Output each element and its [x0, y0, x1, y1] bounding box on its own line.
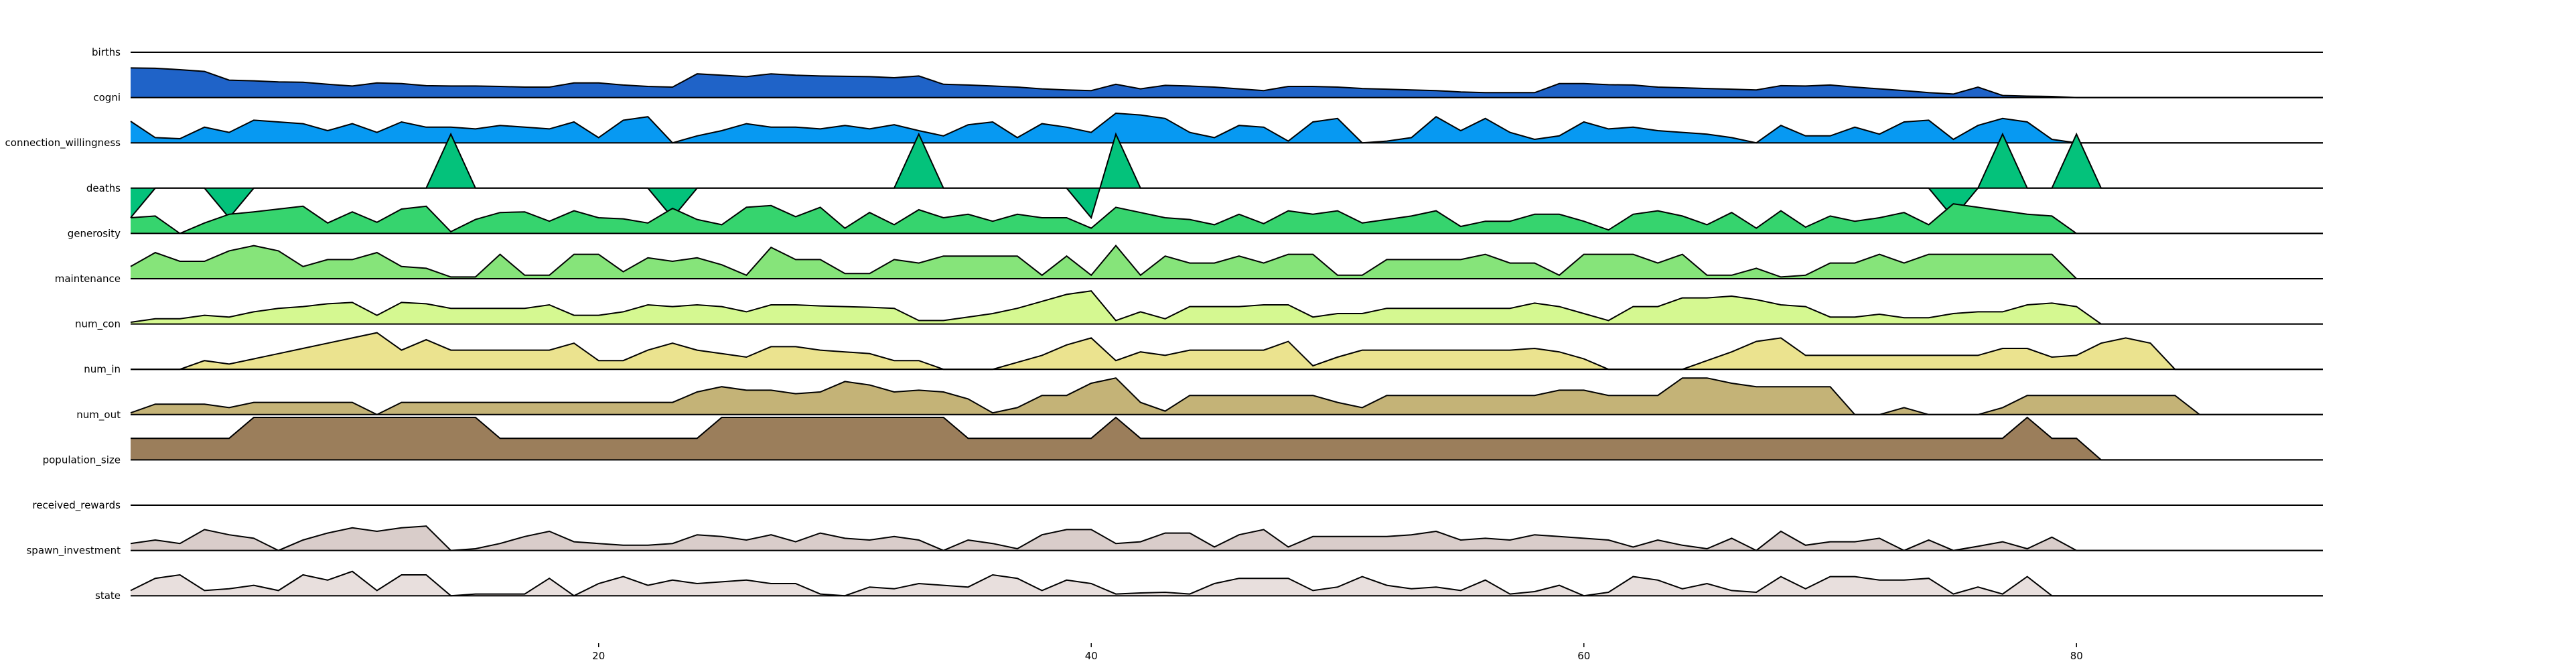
- ridge-line-deaths: [130, 203, 2323, 234]
- ridge-area-received_rewards: [131, 526, 2323, 551]
- ridge-line-generosity: [130, 245, 2323, 279]
- ridge-line-num_out: [131, 416, 2323, 461]
- x-tick-label: 40: [1085, 650, 1098, 662]
- ridge-area-maintenance: [131, 291, 2323, 324]
- ridge-line-births: [130, 67, 2323, 98]
- row-label: spawn_investment: [26, 545, 121, 557]
- ridge-line-spawn_investment: [130, 570, 2323, 597]
- x-axis: 20 40 60 80: [592, 643, 2083, 662]
- row-label: num_con: [75, 318, 121, 331]
- row-label: deaths: [86, 182, 121, 194]
- row-label: population_size: [43, 454, 121, 466]
- ridge-area-num_in: [131, 378, 2323, 415]
- ridge-line-num_con: [131, 332, 2323, 371]
- ridge-line-cogni: [130, 112, 2323, 144]
- ridge-area-num_con: [131, 332, 2323, 370]
- row-label: maintenance: [55, 273, 121, 285]
- ridge-area-deaths: [131, 204, 2323, 234]
- row-label: generosity: [68, 227, 121, 239]
- ridge-area-cogni: [131, 113, 2323, 143]
- row-label: state: [95, 590, 121, 602]
- x-tick-label: 80: [2070, 650, 2083, 662]
- row-label: births: [92, 46, 121, 58]
- row-label: num_out: [76, 409, 121, 421]
- x-tick-label: 20: [592, 650, 605, 662]
- row-label: connection_willingness: [5, 137, 121, 149]
- x-tick-label: 60: [1577, 650, 1590, 662]
- ridge-area-connection_willingness: [131, 134, 2323, 218]
- ridge-line-received_rewards: [130, 525, 2323, 551]
- row-label: cogni: [93, 92, 121, 104]
- row-label: num_in: [84, 363, 121, 376]
- ridge-line-maintenance: [130, 290, 2323, 325]
- ridge-area-births: [131, 68, 2323, 98]
- ridge-area-generosity: [131, 245, 2323, 279]
- row-label: received_rewards: [32, 499, 121, 512]
- ridges: [130, 52, 2323, 597]
- ridge-area-spawn_investment: [131, 571, 2323, 596]
